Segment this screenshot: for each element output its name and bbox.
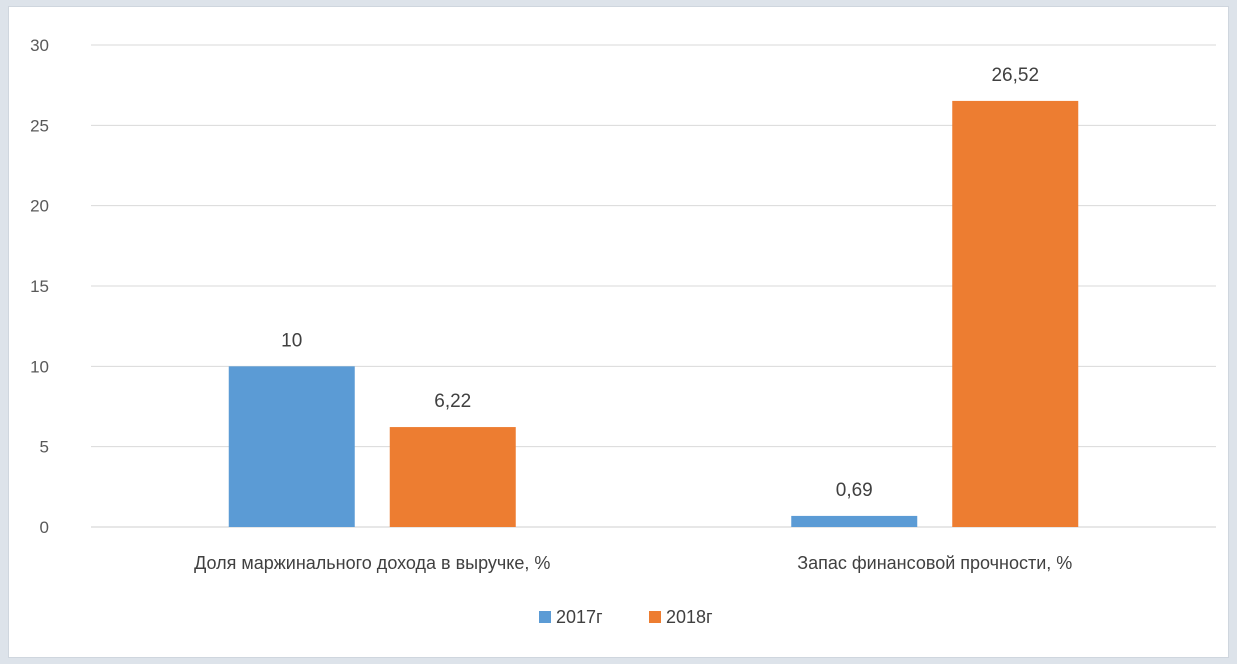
data-label: 10: [281, 330, 302, 351]
y-tick-label: 10: [30, 357, 49, 376]
y-axis-ticks: 0 5 10 15 20 25 30: [30, 36, 49, 537]
legend-swatch: [539, 611, 551, 623]
data-label: 0,69: [836, 480, 873, 501]
bar-chart: 0 5 10 15 20 25 30 10 6,22 0,69 26,52 Доля маржин…: [30, 36, 1216, 627]
bar-2017г-1: [228, 366, 355, 527]
y-tick-label: 5: [40, 438, 49, 457]
y-tick-label: 20: [30, 197, 49, 216]
y-tick-label: 30: [30, 36, 49, 55]
data-label: 6,22: [434, 391, 471, 412]
legend: 2017г 2018г: [539, 607, 713, 627]
x-category-label: Доля маржинального дохода в выручке, %: [194, 553, 550, 573]
legend-swatch: [649, 611, 661, 623]
bar-2018г-1: [389, 427, 516, 527]
data-labels: 10 6,22 0,69 26,52: [281, 65, 1039, 501]
bars: [228, 100, 1079, 528]
y-tick-label: 0: [40, 518, 49, 537]
x-axis-categories: Доля маржинального дохода в выручке, % За…: [194, 553, 1072, 573]
chart-area: 0 5 10 15 20 25 30 10 6,22 0,69 26,52 Доля маржин…: [8, 6, 1229, 658]
data-label: 26,52: [991, 65, 1039, 86]
bar-2018г-2: [952, 100, 1079, 528]
y-tick-label: 25: [30, 116, 49, 135]
bar-2017г-2: [791, 515, 918, 527]
legend-label: 2018г: [666, 607, 713, 627]
legend-label: 2017г: [556, 607, 603, 627]
x-category-label: Запас финансовой прочности, %: [797, 553, 1072, 573]
y-tick-label: 15: [30, 277, 49, 296]
